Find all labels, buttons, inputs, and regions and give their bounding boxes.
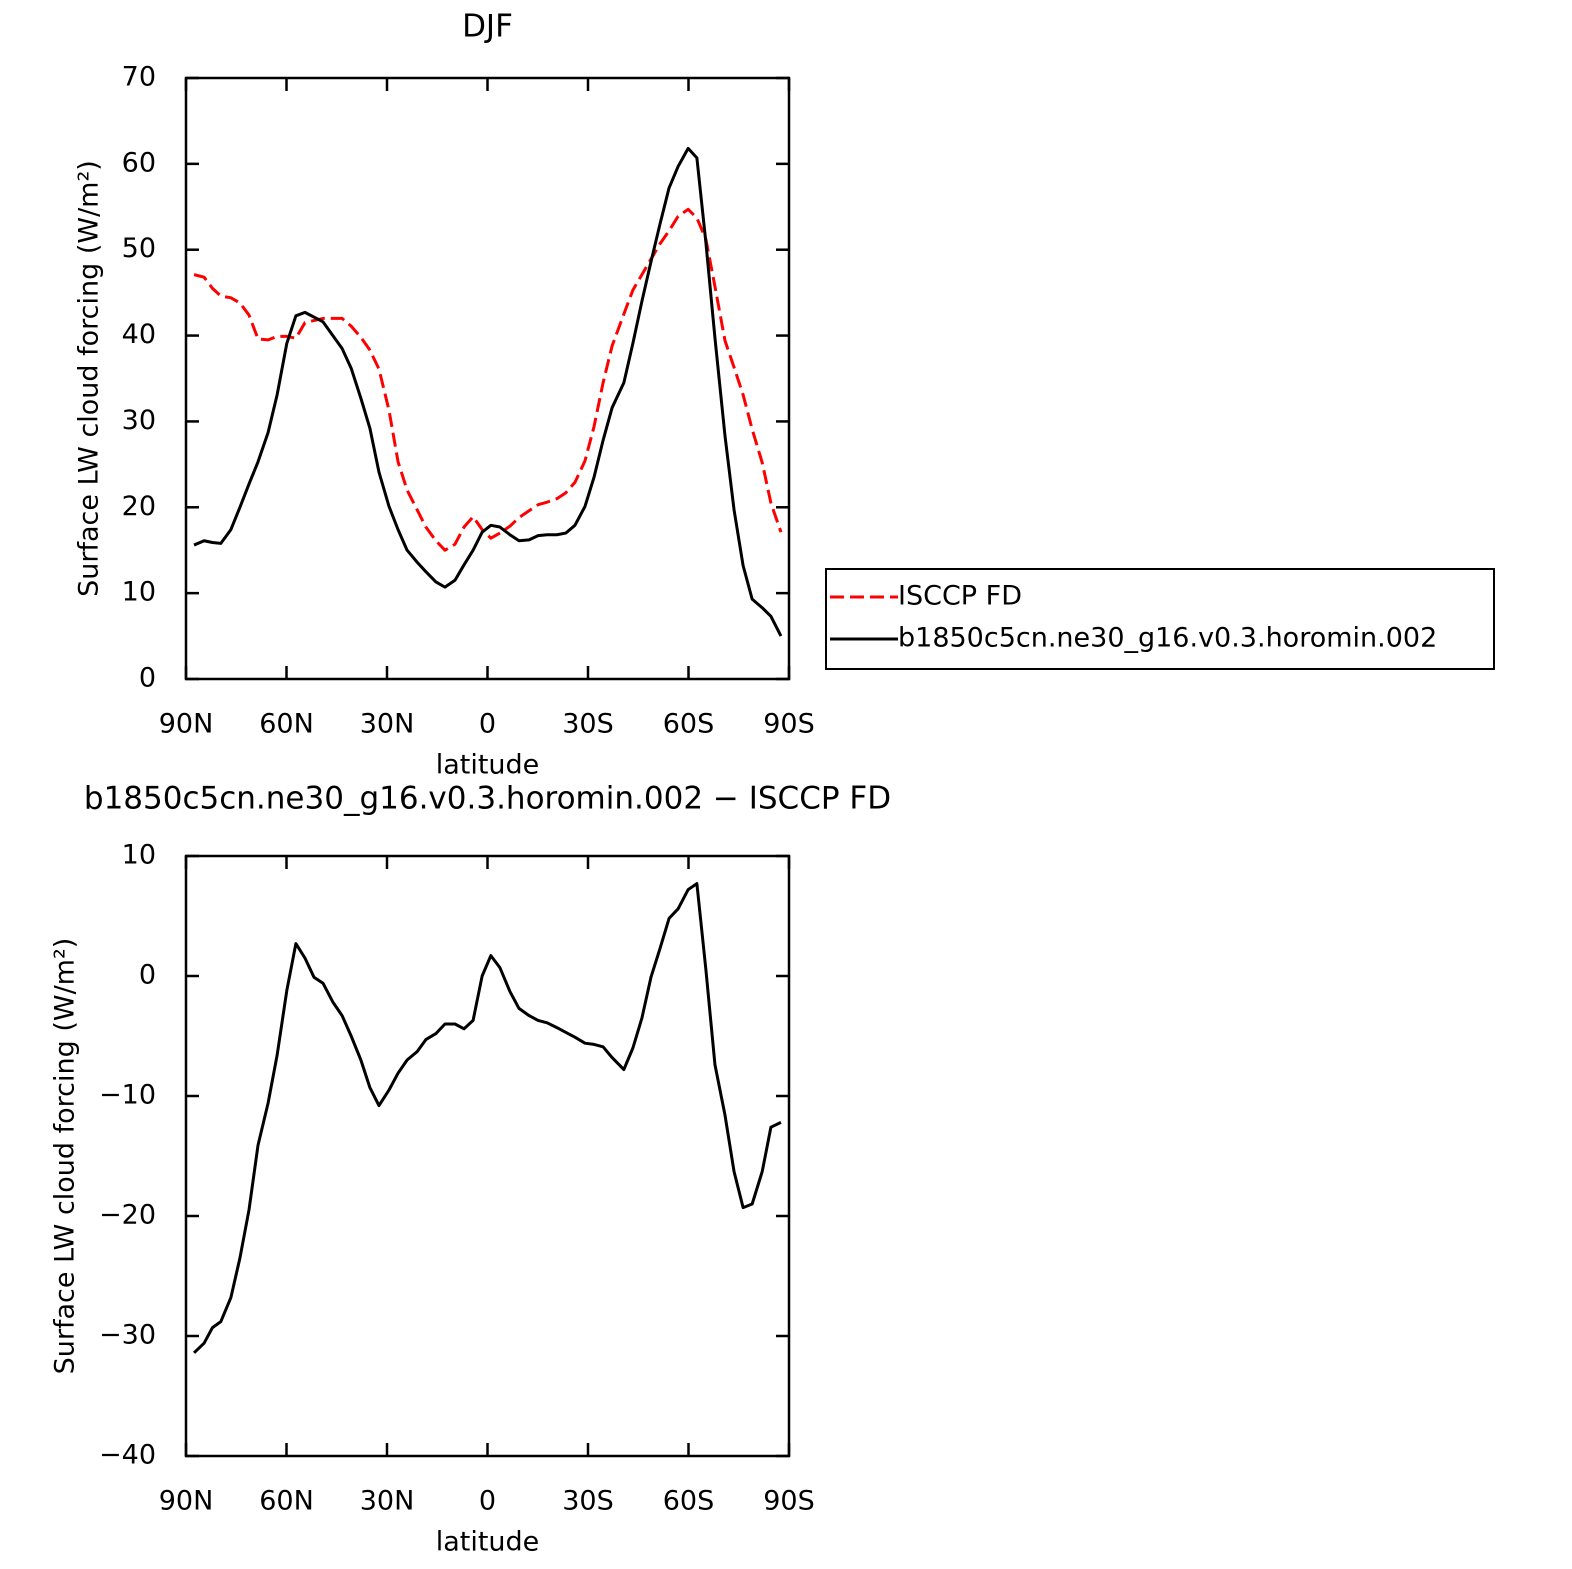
x-tick-label: 60N	[259, 1486, 314, 1517]
x-tick-label: 60S	[663, 709, 715, 740]
legend-label: ISCCP FD	[898, 581, 1022, 612]
y-axis-label: Surface LW cloud forcing (W/m²)	[74, 160, 105, 597]
y-tick-label: −30	[99, 1320, 156, 1351]
data-line	[193, 207, 783, 552]
y-tick-label: 40	[122, 319, 156, 350]
data-line	[193, 882, 782, 1354]
x-tick-label: 90S	[763, 709, 815, 740]
y-axis-label: Surface LW cloud forcing (W/m²)	[50, 938, 81, 1375]
legend-box	[825, 568, 1495, 670]
y-tick-label: 60	[122, 147, 156, 178]
y-tick-label: 10	[122, 577, 156, 608]
y-tick-label: 10	[122, 840, 156, 871]
chart-title: DJF	[462, 9, 513, 45]
legend-label: b1850c5cn.ne30_g16.v0.3.horomin.002	[898, 623, 1437, 654]
x-tick-label: 30N	[360, 709, 415, 740]
y-tick-label: −20	[99, 1200, 156, 1231]
x-tick-label: 0	[479, 1486, 496, 1517]
y-tick-label: −10	[99, 1080, 156, 1111]
x-tick-label: 90N	[159, 709, 214, 740]
x-tick-label: 30S	[562, 1486, 614, 1517]
x-tick-label: 30N	[360, 1486, 415, 1517]
x-axis-label: latitude	[436, 750, 540, 781]
y-tick-label: −40	[99, 1440, 156, 1471]
data-line	[193, 146, 783, 637]
chart-title: b1850c5cn.ne30_g16.v0.3.horomin.002 − IS…	[84, 781, 891, 817]
x-tick-label: 30S	[562, 709, 614, 740]
x-tick-label: 60N	[259, 709, 314, 740]
x-tick-label: 0	[479, 709, 496, 740]
y-tick-label: 30	[122, 405, 156, 436]
y-tick-label: 0	[139, 960, 156, 991]
x-tick-label: 90N	[159, 1486, 214, 1517]
y-tick-label: 20	[122, 491, 156, 522]
y-tick-label: 70	[122, 62, 156, 93]
x-tick-label: 90S	[763, 1486, 815, 1517]
plot-frame	[184, 854, 791, 1458]
y-tick-label: 50	[122, 233, 156, 264]
x-axis-label: latitude	[436, 1527, 540, 1558]
x-tick-label: 60S	[663, 1486, 715, 1517]
y-tick-label: 0	[139, 663, 156, 694]
